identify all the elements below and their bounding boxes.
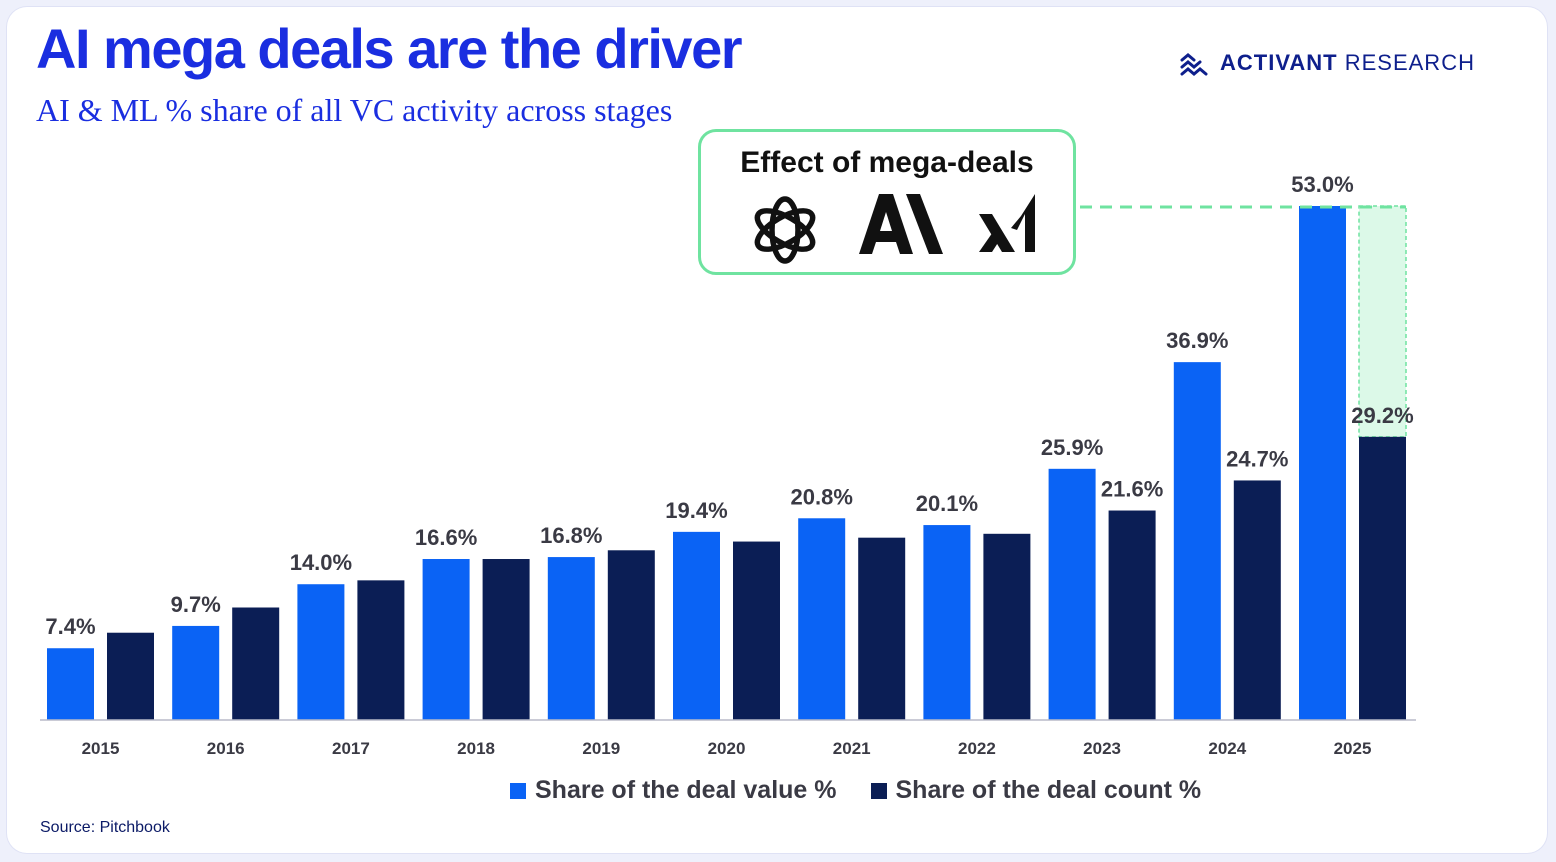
data-label-deal-value-2020: 19.4% — [665, 498, 727, 523]
bar-deal-count-2015 — [107, 632, 154, 720]
x-tick-label-2022: 2022 — [958, 739, 996, 758]
data-label-deal-count-2024: 24.7% — [1226, 446, 1288, 471]
legend-label-deal-value: Share of the deal value % — [535, 776, 837, 804]
x-tick-label-2025: 2025 — [1334, 739, 1372, 758]
anthropic-logo-icon — [859, 194, 943, 254]
x-tick-label-2019: 2019 — [582, 739, 620, 758]
brand-name-bold: ACTIVANT — [1220, 50, 1338, 75]
bar-deal-value-2020 — [673, 531, 720, 720]
data-label-deal-count-2025: 29.2% — [1351, 403, 1413, 428]
bar-deal-value-2024 — [1173, 362, 1221, 720]
activant-stripes-icon — [1180, 53, 1208, 76]
mega-deals-callout: Effect of mega-deals — [698, 129, 1076, 275]
callout-title: Effect of mega-deals — [740, 146, 1034, 179]
bar-deal-value-2016 — [172, 625, 220, 720]
x-tick-label-2016: 2016 — [207, 739, 245, 758]
x-tick-label-2024: 2024 — [1208, 739, 1246, 758]
openai-logo-icon — [754, 196, 816, 264]
chart-title: AI mega deals are the driver — [36, 17, 743, 80]
bar-deal-value-2021 — [798, 518, 846, 720]
data-label-deal-value-2024: 36.9% — [1166, 328, 1228, 353]
data-label-deal-value-2018: 16.6% — [415, 525, 477, 550]
brand-name-light: RESEARCH — [1344, 50, 1475, 75]
brand-name: ACTIVANT RESEARCH — [1220, 50, 1475, 76]
bar-deal-value-2023 — [1048, 468, 1096, 720]
bar-deal-value-2015 — [47, 648, 94, 720]
legend-label-deal-count: Share of the deal count % — [895, 776, 1202, 804]
data-label-deal-value-2021: 20.8% — [791, 484, 853, 509]
xai-logo-icon — [979, 194, 1035, 252]
x-tick-label-2018: 2018 — [457, 739, 495, 758]
bar-deal-count-2019 — [607, 550, 655, 720]
data-label-deal-value-2017: 14.0% — [290, 550, 352, 575]
bar-deal-count-2022 — [983, 533, 1031, 720]
chart-subtitle: AI & ML % share of all VC activity acros… — [36, 92, 673, 128]
data-label-deal-value-2025: 53.0% — [1291, 172, 1353, 197]
x-tick-label-2015: 2015 — [82, 739, 120, 758]
legend-item-deal-count: Share of the deal count % — [870, 776, 1202, 805]
data-label-deal-value-2023: 25.9% — [1041, 435, 1103, 460]
bar-deal-count-2021 — [858, 537, 906, 720]
data-label-deal-count-2023: 21.6% — [1101, 477, 1163, 502]
brand-logo: ACTIVANT RESEARCH — [1180, 48, 1475, 78]
bar-deal-count-2020 — [733, 541, 780, 720]
data-label-deal-value-2016: 9.7% — [171, 592, 221, 617]
bar-deal-value-2019 — [547, 557, 595, 720]
source-note: Source: Pitchbook — [40, 819, 170, 836]
bar-deal-count-2023 — [1108, 510, 1156, 720]
legend-swatch-deal-count — [870, 782, 887, 799]
bar-deal-value-2017 — [297, 584, 345, 720]
data-label-deal-value-2015: 7.4% — [45, 614, 95, 639]
x-tick-label-2020: 2020 — [708, 739, 746, 758]
bar-deal-count-2024 — [1233, 480, 1281, 720]
bar-deal-count-2025 — [1359, 436, 1406, 720]
bar-deal-value-2018 — [422, 559, 470, 720]
data-label-deal-value-2019: 16.8% — [540, 523, 602, 548]
bar-deal-count-2016 — [232, 607, 280, 720]
bar-deal-value-2025 — [1299, 206, 1346, 720]
chart-legend: Share of the deal value % Share of the d… — [510, 776, 1201, 805]
legend-item-deal-value: Share of the deal value % — [510, 776, 837, 805]
x-tick-label-2017: 2017 — [332, 739, 370, 758]
x-tick-label-2021: 2021 — [833, 739, 871, 758]
x-tick-label-2023: 2023 — [1083, 739, 1121, 758]
data-label-deal-value-2022: 20.1% — [916, 491, 978, 516]
bar-deal-count-2018 — [482, 559, 530, 720]
bar-deal-value-2022 — [923, 525, 971, 720]
legend-swatch-deal-value — [510, 782, 526, 799]
bar-deal-count-2017 — [357, 580, 405, 720]
